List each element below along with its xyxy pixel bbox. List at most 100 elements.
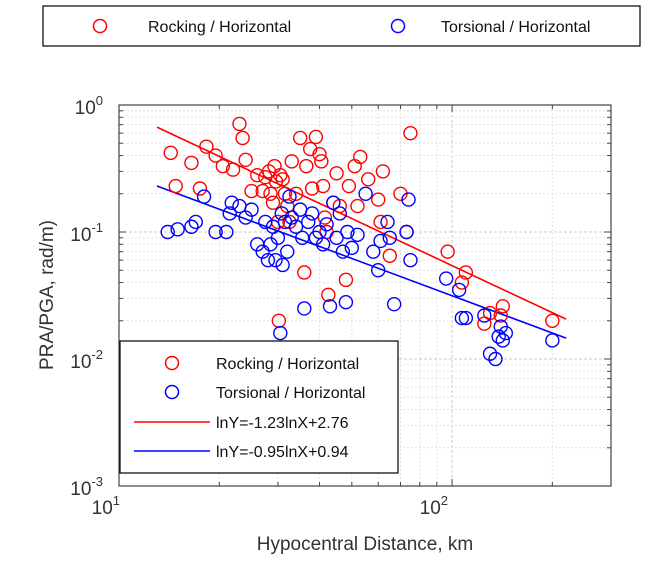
rocking-point — [329, 166, 344, 181]
torsional-point — [495, 333, 511, 348]
torsional-point — [260, 252, 276, 268]
torsional-point — [208, 224, 223, 240]
rocking-point — [208, 148, 223, 163]
torsional-point — [344, 240, 360, 256]
torsional-point — [255, 244, 270, 259]
rocking-point — [375, 164, 391, 179]
torsional-point — [451, 282, 467, 298]
rocking-point — [350, 198, 365, 214]
torsional-point — [275, 257, 290, 273]
rocking-point — [225, 162, 241, 177]
torsional-point — [196, 189, 212, 204]
torsional-point — [268, 252, 283, 268]
torsional-point — [244, 202, 259, 217]
torsional-point — [399, 224, 414, 240]
y-tick-label-0.001: 10-3 — [70, 474, 103, 500]
rocking-point — [403, 125, 418, 141]
rocking-point — [244, 183, 259, 199]
inner-legend-marker-torsional — [164, 384, 180, 400]
inner-legend-label-rocking: Rocking / Horizontal — [216, 356, 359, 373]
top-legend-box — [42, 5, 641, 47]
rocking-point — [255, 183, 270, 199]
torsional-point — [319, 217, 334, 232]
torsional-point — [304, 206, 320, 221]
torsional-point — [338, 295, 354, 310]
inner-legend-label-red-fit: lnY=-1.23lnX+2.76 — [216, 415, 349, 432]
fit-line-torsional — [156, 185, 567, 339]
rocking-point — [275, 172, 290, 187]
torsional-point — [545, 333, 560, 348]
torsional-point — [366, 244, 381, 259]
rocking-point — [338, 272, 354, 288]
rocking-point — [235, 130, 250, 146]
rocking-point — [493, 308, 508, 323]
torsional-point — [288, 219, 304, 234]
rocking-point — [315, 178, 331, 194]
inner-legend-label-blue-fit: lnY=-0.95lnX+0.94 — [216, 444, 349, 461]
rocking-point — [284, 154, 299, 169]
torsional-point — [498, 325, 514, 341]
rocking-point — [192, 181, 208, 196]
rocking-point — [353, 149, 368, 165]
y-tick-label-0.01: 10-2 — [70, 347, 103, 373]
torsional-point — [258, 214, 273, 230]
torsional-point — [380, 214, 395, 230]
rocking-point — [297, 265, 312, 280]
torsional-point — [482, 346, 498, 361]
rocking-point — [370, 192, 386, 207]
torsional-point — [224, 195, 239, 210]
torsional-point — [401, 192, 416, 207]
torsional-point — [284, 210, 299, 225]
torsional-point — [280, 244, 295, 259]
inner-legend-marker-rocking — [164, 355, 180, 371]
rocking-point — [232, 116, 247, 132]
top-legend-marker-rocking — [92, 18, 108, 34]
torsional-point — [350, 227, 365, 243]
top-legend-label-rocking: Rocking / Horizontal — [148, 19, 291, 36]
x-tick-label-10: 101 — [92, 493, 120, 519]
rocking-point — [440, 244, 455, 259]
inner-legend: Rocking / Horizontal Torsional / Horizon… — [119, 340, 399, 474]
rocking-point — [293, 130, 308, 146]
torsional-point — [184, 219, 199, 234]
torsional-point — [222, 206, 237, 221]
rocking-point — [373, 214, 388, 230]
y-tick-label-1: 100 — [75, 93, 103, 119]
torsional-point — [491, 329, 506, 344]
rocking-point — [199, 139, 214, 154]
torsional-point — [373, 233, 388, 249]
x-tick-label-100: 102 — [420, 493, 448, 519]
rocking-point — [299, 158, 314, 174]
rocking-point — [263, 186, 278, 201]
fit-line-rocking — [156, 126, 567, 320]
rocking-point — [341, 178, 357, 194]
rocking-point — [168, 178, 183, 194]
torsional-point — [382, 230, 397, 246]
torsional-point — [270, 230, 286, 246]
tick-labels: 101 102 100 10-1 10-2 10-3 — [70, 93, 448, 519]
y-axis-label: PRA/PGA, rad/m) — [37, 220, 58, 370]
torsional-point — [219, 224, 234, 240]
torsional-point — [454, 310, 470, 326]
torsional-point — [340, 224, 355, 240]
series-torsional — [160, 186, 560, 367]
torsional-point — [458, 310, 474, 326]
torsional-point — [386, 297, 402, 312]
rocking-point — [495, 299, 511, 314]
inner-legend-label-torsional: Torsional / Horizontal — [216, 385, 365, 402]
rocking-point — [184, 155, 199, 171]
rocking-point — [314, 154, 329, 169]
torsional-point — [315, 237, 331, 252]
torsional-point — [301, 214, 316, 230]
torsional-point — [297, 301, 312, 316]
torsional-point — [170, 222, 185, 237]
torsional-point — [160, 224, 175, 240]
torsional-point — [332, 206, 347, 221]
torsional-point — [282, 189, 297, 204]
rocking-point — [382, 248, 397, 263]
data-markers — [160, 116, 560, 367]
torsional-point — [273, 325, 288, 341]
torsional-point — [488, 351, 503, 367]
torsional-point — [335, 244, 351, 259]
